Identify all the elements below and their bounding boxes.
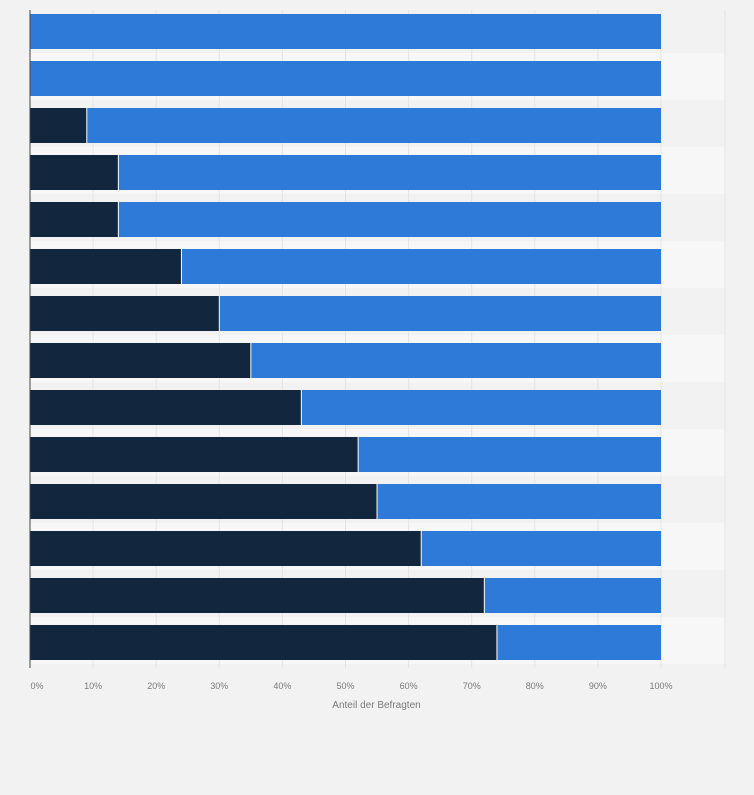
x-tick-label: 60%	[400, 681, 418, 691]
x-tick-labels: 0% 10% 20% 30% 40% 50% 60% 70% 80% 90% 100%	[30, 681, 672, 691]
bar-segment-dark	[30, 108, 87, 143]
bar-segment-dark	[30, 578, 485, 613]
bar-segment-dark	[30, 531, 422, 566]
x-tick-label: 40%	[273, 681, 291, 691]
bar-segment-blue	[250, 343, 661, 378]
bar-segment-blue	[30, 61, 661, 96]
bars	[30, 14, 662, 660]
x-tick-label: 30%	[210, 681, 228, 691]
bar-segment-blue	[86, 108, 662, 143]
bar-segment-blue	[358, 437, 661, 472]
x-tick-label: 100%	[649, 681, 672, 691]
bar-segment-dark	[30, 343, 251, 378]
bar-segment-dark	[30, 437, 359, 472]
x-tick-label: 80%	[526, 681, 544, 691]
bar-segment-blue	[496, 625, 661, 660]
bar-segment-blue	[421, 531, 661, 566]
bar-segment-dark	[30, 202, 119, 237]
bar-segment-dark	[30, 155, 119, 190]
bar-segment-dark	[30, 249, 182, 284]
bar-segment-blue	[219, 296, 662, 331]
bar-segment-blue	[181, 249, 661, 284]
x-tick-label: 90%	[589, 681, 607, 691]
bar-segment-blue	[301, 390, 661, 425]
bar-segment-blue	[30, 14, 661, 49]
bar-segment-dark	[30, 296, 220, 331]
bar-segment-dark	[30, 484, 378, 519]
bar-segment-dark	[30, 625, 497, 660]
x-tick-label: 0%	[30, 681, 43, 691]
bar-segment-blue	[377, 484, 661, 519]
x-tick-label: 50%	[336, 681, 354, 691]
bar-segment-dark	[30, 390, 302, 425]
x-tick-label: 20%	[147, 681, 165, 691]
bar-segment-blue	[118, 202, 662, 237]
x-tick-label: 10%	[84, 681, 102, 691]
bar-segment-blue	[484, 578, 661, 613]
x-tick-label: 70%	[463, 681, 481, 691]
bar-segment-blue	[118, 155, 662, 190]
x-axis-label: Anteil der Befragten	[332, 700, 420, 711]
